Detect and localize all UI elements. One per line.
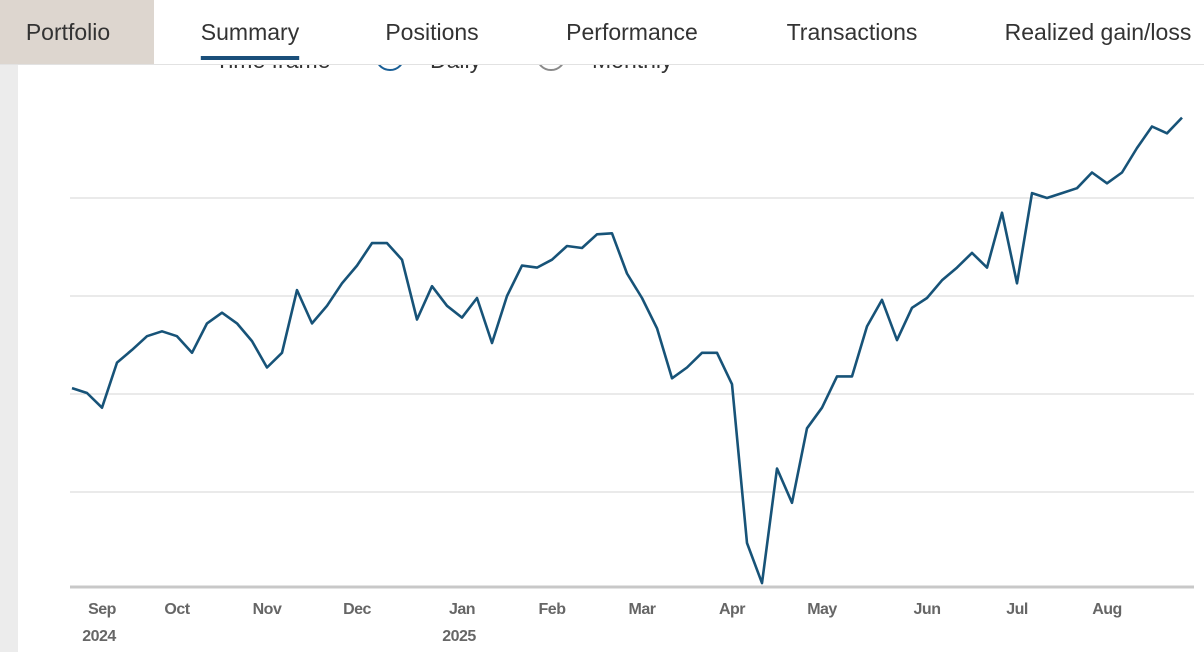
nav-bg bbox=[0, 0, 1204, 64]
nav-tab[interactable]: Positions bbox=[385, 19, 478, 45]
x-tick-label: May bbox=[807, 601, 837, 618]
nav-tab[interactable]: Performance bbox=[566, 19, 698, 45]
nav-tab[interactable]: Portfolio bbox=[26, 19, 110, 45]
nav-tab[interactable]: Summary bbox=[201, 19, 300, 45]
x-tick-label: Dec bbox=[343, 601, 371, 618]
x-tick-label: Apr bbox=[719, 601, 745, 618]
x-tick-label: Sep bbox=[88, 601, 117, 618]
chart: Sep Oct Nov Dec Jan Feb Mar Apr May Jun Jul Aug 2024… bbox=[70, 116, 1194, 645]
portfolio-tab-bg bbox=[0, 0, 154, 64]
nav-tab[interactable]: Transactions bbox=[787, 19, 918, 45]
x-year-label: 2025 bbox=[442, 628, 476, 645]
nav-tab[interactable]: Realized gain/loss bbox=[1005, 19, 1192, 45]
x-tick-label: Jan bbox=[449, 601, 475, 618]
x-year-label: 2024 bbox=[82, 628, 116, 645]
side-strip bbox=[0, 64, 18, 652]
x-tick-label: Feb bbox=[539, 601, 567, 618]
x-tick-label: Aug bbox=[1092, 601, 1122, 618]
x-tick-label: Nov bbox=[253, 601, 282, 618]
price-line bbox=[71, 116, 1183, 585]
x-tick-label: Jul bbox=[1006, 601, 1028, 618]
x-tick-label: Mar bbox=[629, 601, 656, 618]
x-tick-label: Oct bbox=[164, 601, 190, 618]
nav-bar: Portfolio Summary Positions Performance Tran… bbox=[0, 0, 1204, 65]
x-tick-label: Jun bbox=[914, 601, 941, 618]
active-underline bbox=[200, 56, 300, 60]
